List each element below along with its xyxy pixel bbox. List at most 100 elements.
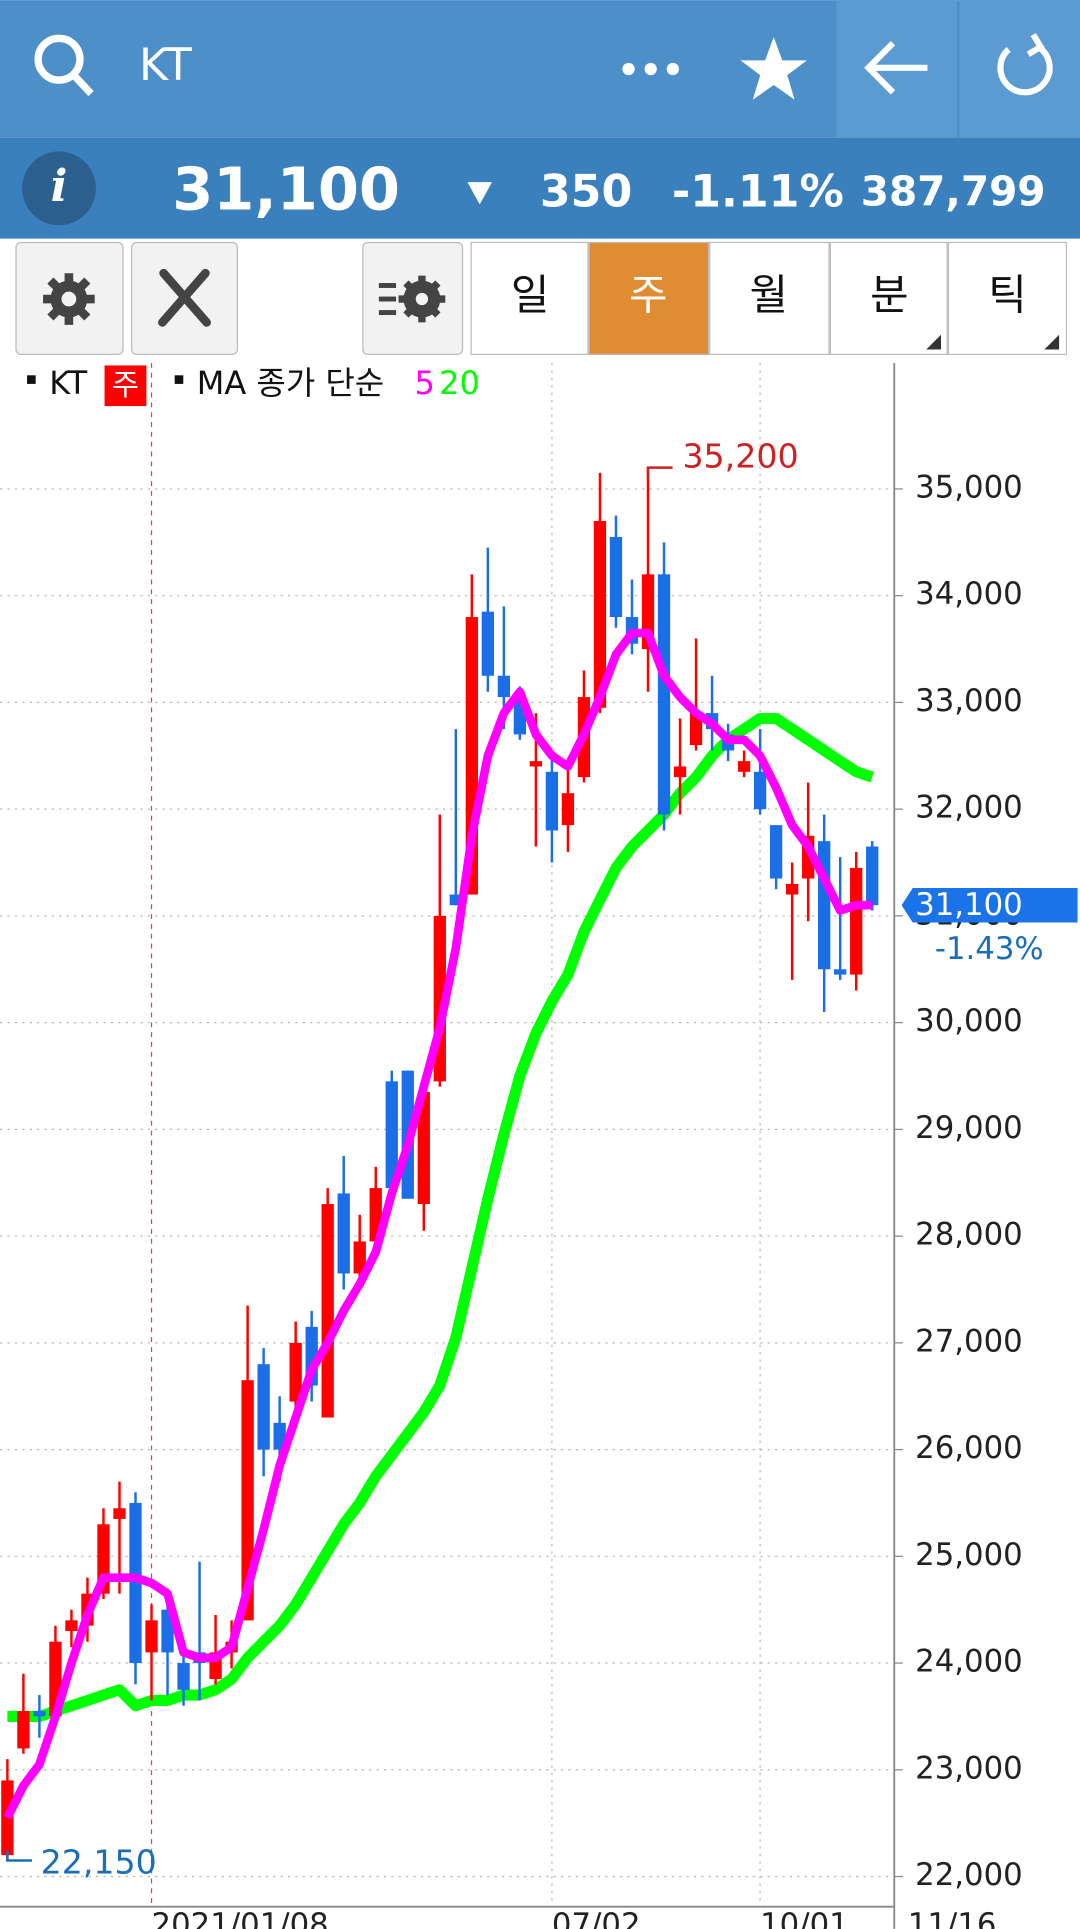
refresh-icon[interactable] bbox=[997, 32, 1053, 96]
y-tick-label: 23,000 bbox=[915, 1750, 1023, 1786]
candle-body bbox=[129, 1502, 142, 1664]
legend-ma-5: 5 bbox=[415, 364, 435, 402]
y-tick-label: 34,000 bbox=[915, 576, 1023, 612]
y-tick-label: 24,000 bbox=[915, 1644, 1023, 1680]
candle-body bbox=[481, 611, 494, 676]
candle-body bbox=[385, 1081, 398, 1189]
candle-body bbox=[593, 520, 607, 708]
change-percent: -1.11% bbox=[672, 166, 844, 217]
price-bar bbox=[0, 137, 1080, 239]
candle-body bbox=[449, 894, 462, 906]
tab-label: 틱 bbox=[988, 270, 1026, 319]
candle-body bbox=[241, 1380, 254, 1621]
candle-body bbox=[65, 1620, 78, 1632]
x-tick-label: 2021/01/08 bbox=[152, 1907, 329, 1929]
volume: 387,799 bbox=[861, 167, 1046, 215]
legend-marker bbox=[174, 375, 184, 384]
candle-body bbox=[737, 761, 751, 772]
legend-ma: MA 종가 단순 bbox=[197, 364, 384, 402]
y-tick-label: 22,000 bbox=[915, 1857, 1023, 1893]
candle-body bbox=[321, 1204, 334, 1418]
candle-body bbox=[497, 675, 511, 698]
candle-body bbox=[33, 1711, 46, 1717]
y-tick-label: 28,000 bbox=[915, 1217, 1023, 1253]
candle-body bbox=[834, 969, 847, 975]
candle-body bbox=[337, 1193, 350, 1274]
y-tick-label: 35,000 bbox=[915, 469, 1023, 505]
candle-body bbox=[529, 761, 543, 767]
candle-body bbox=[257, 1364, 270, 1450]
price-change: 350 bbox=[540, 166, 632, 217]
candle-body bbox=[1, 1780, 14, 1856]
y-tick-label: 26,000 bbox=[915, 1430, 1023, 1466]
tab-label: 주 bbox=[629, 270, 667, 319]
legend-period: 주 bbox=[112, 368, 139, 402]
info-button[interactable] bbox=[22, 151, 96, 226]
candle-body bbox=[689, 713, 703, 746]
last-price-label: 31,100 bbox=[915, 887, 1023, 923]
stock-name[interactable]: KT bbox=[139, 40, 193, 91]
candle-body bbox=[609, 536, 623, 618]
current-price: 31,100 bbox=[172, 154, 400, 223]
tab[interactable] bbox=[829, 241, 948, 356]
candle-body bbox=[113, 1508, 126, 1519]
down-arrow bbox=[467, 182, 493, 205]
candle-body bbox=[769, 825, 783, 879]
legend-ma-20: 20 bbox=[439, 364, 480, 402]
ma-line bbox=[3, 628, 873, 1820]
max-label: 35,200 bbox=[682, 436, 798, 475]
indicator-icon bbox=[378, 275, 446, 323]
tab[interactable] bbox=[588, 241, 710, 356]
tab-label: 분 bbox=[870, 270, 908, 319]
info-icon: i bbox=[51, 160, 68, 212]
x-tick-label: 07/02 bbox=[552, 1907, 641, 1929]
max-marker bbox=[646, 466, 673, 480]
legend-symbol: KT bbox=[49, 364, 87, 402]
candle-body bbox=[177, 1663, 190, 1690]
min-label: 22,150 bbox=[41, 1843, 157, 1882]
y-tick-label: 33,000 bbox=[915, 683, 1023, 719]
candle-body bbox=[353, 1241, 366, 1274]
tab[interactable] bbox=[709, 241, 830, 356]
x-tick-label: 10/01 bbox=[760, 1907, 849, 1929]
candle-body bbox=[850, 867, 863, 975]
refresh-button-bg[interactable] bbox=[959, 0, 1080, 138]
candle-body bbox=[785, 883, 799, 895]
candle-body bbox=[657, 574, 671, 815]
candle-body bbox=[17, 1711, 30, 1749]
x-tick-label: 11/16 bbox=[908, 1907, 997, 1929]
search-icon[interactable] bbox=[34, 34, 94, 97]
tab-corner bbox=[1044, 334, 1060, 350]
candle-body bbox=[145, 1620, 158, 1653]
gear-icon bbox=[43, 273, 95, 325]
y-tick-label: 25,000 bbox=[915, 1537, 1023, 1573]
candle-body bbox=[561, 793, 575, 826]
candle-body bbox=[866, 846, 879, 906]
tab[interactable] bbox=[470, 241, 589, 356]
candle-body bbox=[753, 771, 767, 810]
candle-body bbox=[673, 766, 687, 778]
y-tick-label: 30,000 bbox=[915, 1003, 1023, 1039]
legend-period-box bbox=[104, 365, 147, 407]
back-icon[interactable] bbox=[864, 41, 928, 95]
tab-label: 일 bbox=[511, 270, 549, 319]
y-tick-label: 29,000 bbox=[915, 1110, 1023, 1146]
legend-marker bbox=[27, 375, 36, 384]
last-price-box bbox=[901, 887, 1078, 923]
candle-body bbox=[289, 1342, 302, 1402]
candle-body bbox=[545, 771, 559, 831]
more-icon[interactable] bbox=[622, 62, 679, 76]
favorite-icon[interactable] bbox=[740, 37, 807, 100]
y-tick-label: 27,000 bbox=[915, 1323, 1023, 1359]
tab-label: 월 bbox=[750, 270, 788, 319]
y-tick-label: 32,000 bbox=[915, 790, 1023, 826]
tab[interactable] bbox=[947, 241, 1068, 356]
candle-body bbox=[417, 1092, 430, 1205]
last-change-label: -1.43% bbox=[935, 931, 1044, 967]
min-marker bbox=[6, 1850, 32, 1862]
tools-icon bbox=[158, 268, 211, 327]
plot: 22,000 23,000 24,000 25,000 26,000 27,000 28,0… bbox=[0, 362, 1078, 1929]
